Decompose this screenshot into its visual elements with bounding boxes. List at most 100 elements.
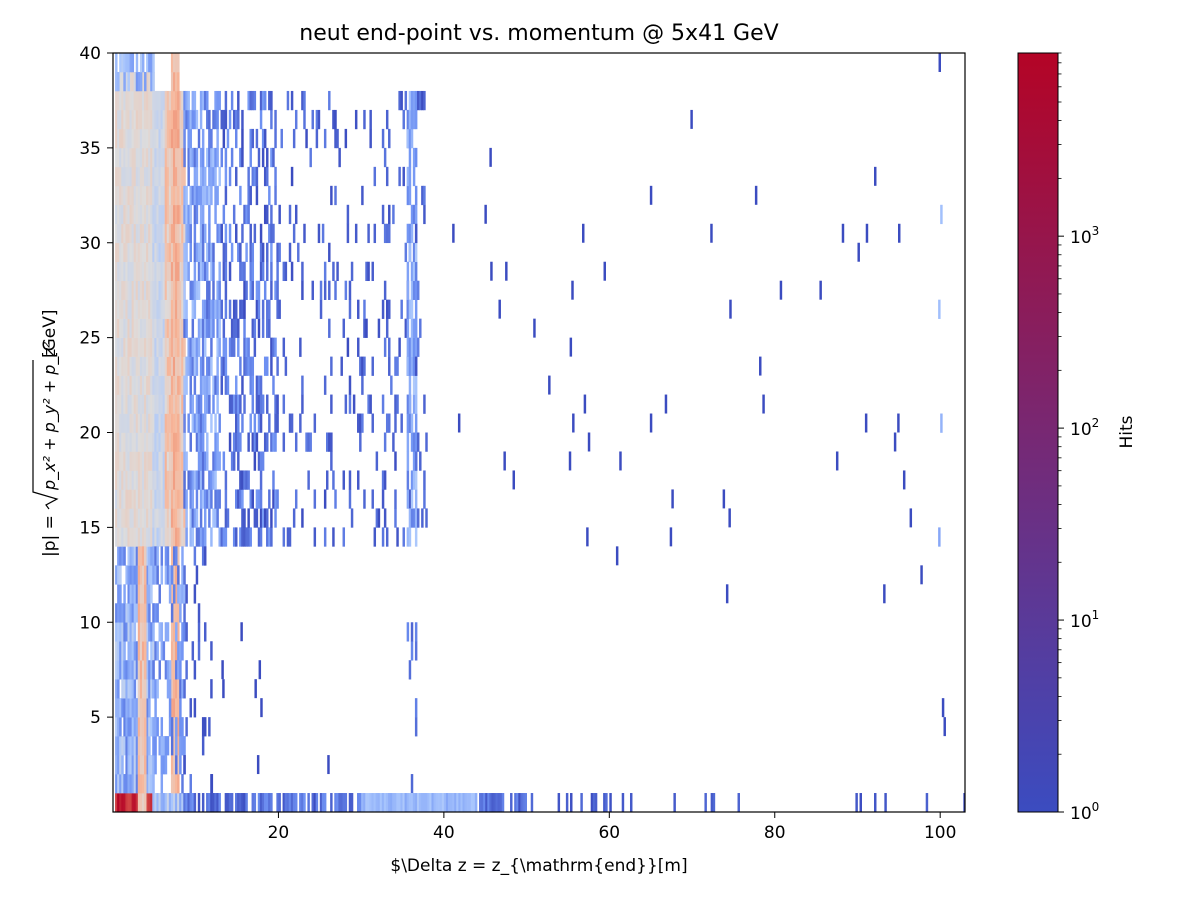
heatmap-cell	[230, 242, 234, 263]
heatmap-cell	[135, 185, 139, 206]
heatmap-cell	[141, 641, 145, 661]
heatmap-cell	[133, 223, 137, 244]
heatmap-cell	[321, 793, 325, 812]
heatmap-cell	[237, 337, 240, 357]
heatmap-cell	[131, 71, 135, 92]
heatmap-cell	[117, 128, 120, 149]
heatmap-cell	[206, 90, 209, 111]
heatmap-cell	[144, 584, 147, 604]
heatmap-cell	[156, 299, 159, 319]
heatmap-cell	[154, 679, 157, 699]
heatmap-cell	[259, 413, 263, 433]
heatmap-cell	[243, 394, 246, 414]
heatmap-cell	[185, 318, 188, 338]
heatmap-cell	[146, 774, 149, 794]
heatmap-cell	[232, 337, 236, 357]
heatmap-cell	[383, 147, 387, 168]
heatmap-cell	[131, 508, 135, 528]
heatmap-cell	[253, 90, 257, 111]
heatmap-cell	[224, 489, 228, 509]
heatmap-cell	[139, 356, 143, 376]
heatmap-cell	[251, 90, 255, 111]
heatmap-cell	[350, 508, 354, 528]
heatmap-cell	[129, 185, 133, 206]
heatmap-cell	[203, 318, 207, 338]
heatmap-cell	[214, 508, 217, 528]
heatmap-cell	[137, 356, 141, 376]
heatmap-cell	[371, 793, 374, 812]
heatmap-cell	[175, 451, 178, 471]
heatmap-cell	[152, 527, 155, 547]
heatmap-cell	[158, 451, 161, 471]
heatmap-cell	[144, 337, 147, 357]
heatmap-cell	[150, 394, 153, 414]
heatmap-cell	[199, 394, 203, 414]
heatmap-cell	[237, 90, 240, 111]
heatmap-cell	[203, 717, 207, 737]
heatmap-cell	[127, 204, 130, 225]
heatmap-cell	[121, 451, 124, 471]
heatmap-cell	[183, 432, 186, 452]
heatmap-cell	[193, 261, 197, 282]
heatmap-cell	[160, 432, 164, 452]
heatmap-cell	[119, 622, 122, 642]
heatmap-cell	[228, 394, 232, 414]
heatmap-point	[941, 698, 945, 718]
heatmap-cell	[168, 90, 172, 111]
heatmap-cell	[164, 413, 168, 433]
heatmap-cell	[179, 204, 182, 225]
heatmap-cell	[121, 128, 124, 149]
heatmap-cell	[115, 128, 118, 149]
heatmap-cell	[121, 641, 124, 661]
heatmap-cell	[162, 109, 166, 130]
heatmap-cell	[412, 90, 416, 111]
heatmap-cell	[183, 470, 186, 490]
heatmap-cell	[218, 90, 221, 111]
heatmap-cell	[226, 793, 230, 812]
heatmap-cell	[166, 660, 170, 680]
heatmap-cell	[123, 508, 126, 528]
heatmap-cell	[408, 527, 412, 547]
heatmap-cell	[123, 394, 126, 414]
heatmap-cell	[245, 337, 248, 357]
heatmap-cell	[406, 128, 410, 149]
heatmap-cell	[148, 508, 151, 528]
heatmap-point	[512, 470, 515, 490]
heatmap-cell	[152, 508, 155, 528]
heatmap-cell	[156, 204, 159, 225]
heatmap-cell	[166, 451, 170, 471]
heatmap-cell	[520, 793, 523, 812]
heatmap-cell	[187, 413, 190, 433]
heatmap-cell	[195, 356, 199, 376]
heatmap-cell	[398, 166, 401, 187]
heatmap-cell	[123, 242, 126, 263]
heatmap-cell	[129, 546, 133, 566]
heatmap-cell	[280, 128, 283, 149]
heatmap-cell	[162, 736, 166, 756]
heatmap-cell	[139, 508, 143, 528]
heatmap-cell	[193, 698, 197, 718]
heatmap-cell	[208, 717, 211, 737]
heatmap-cell	[175, 185, 178, 206]
heatmap-cell	[125, 527, 128, 547]
heatmap-cell	[154, 128, 157, 149]
heatmap-cell	[243, 337, 246, 357]
heatmap-cell	[172, 356, 176, 376]
heatmap-cell	[410, 337, 414, 357]
heatmap-cell	[119, 546, 122, 566]
heatmap-cell	[394, 451, 397, 471]
heatmap-cell	[398, 90, 401, 111]
heatmap-cell	[383, 280, 387, 300]
heatmap-cell	[410, 223, 414, 244]
heatmap-cell	[414, 318, 418, 338]
heatmap-cell	[266, 356, 269, 376]
heatmap-cell	[135, 584, 139, 604]
heatmap-cell	[139, 261, 143, 282]
heatmap-cell	[414, 489, 418, 509]
heatmap-cell	[125, 375, 128, 395]
heatmap-cell	[243, 527, 246, 547]
heatmap-cell	[266, 318, 269, 338]
heatmap-cell	[121, 394, 124, 414]
heatmap-cell	[208, 470, 211, 490]
heatmap-cell	[168, 470, 172, 490]
